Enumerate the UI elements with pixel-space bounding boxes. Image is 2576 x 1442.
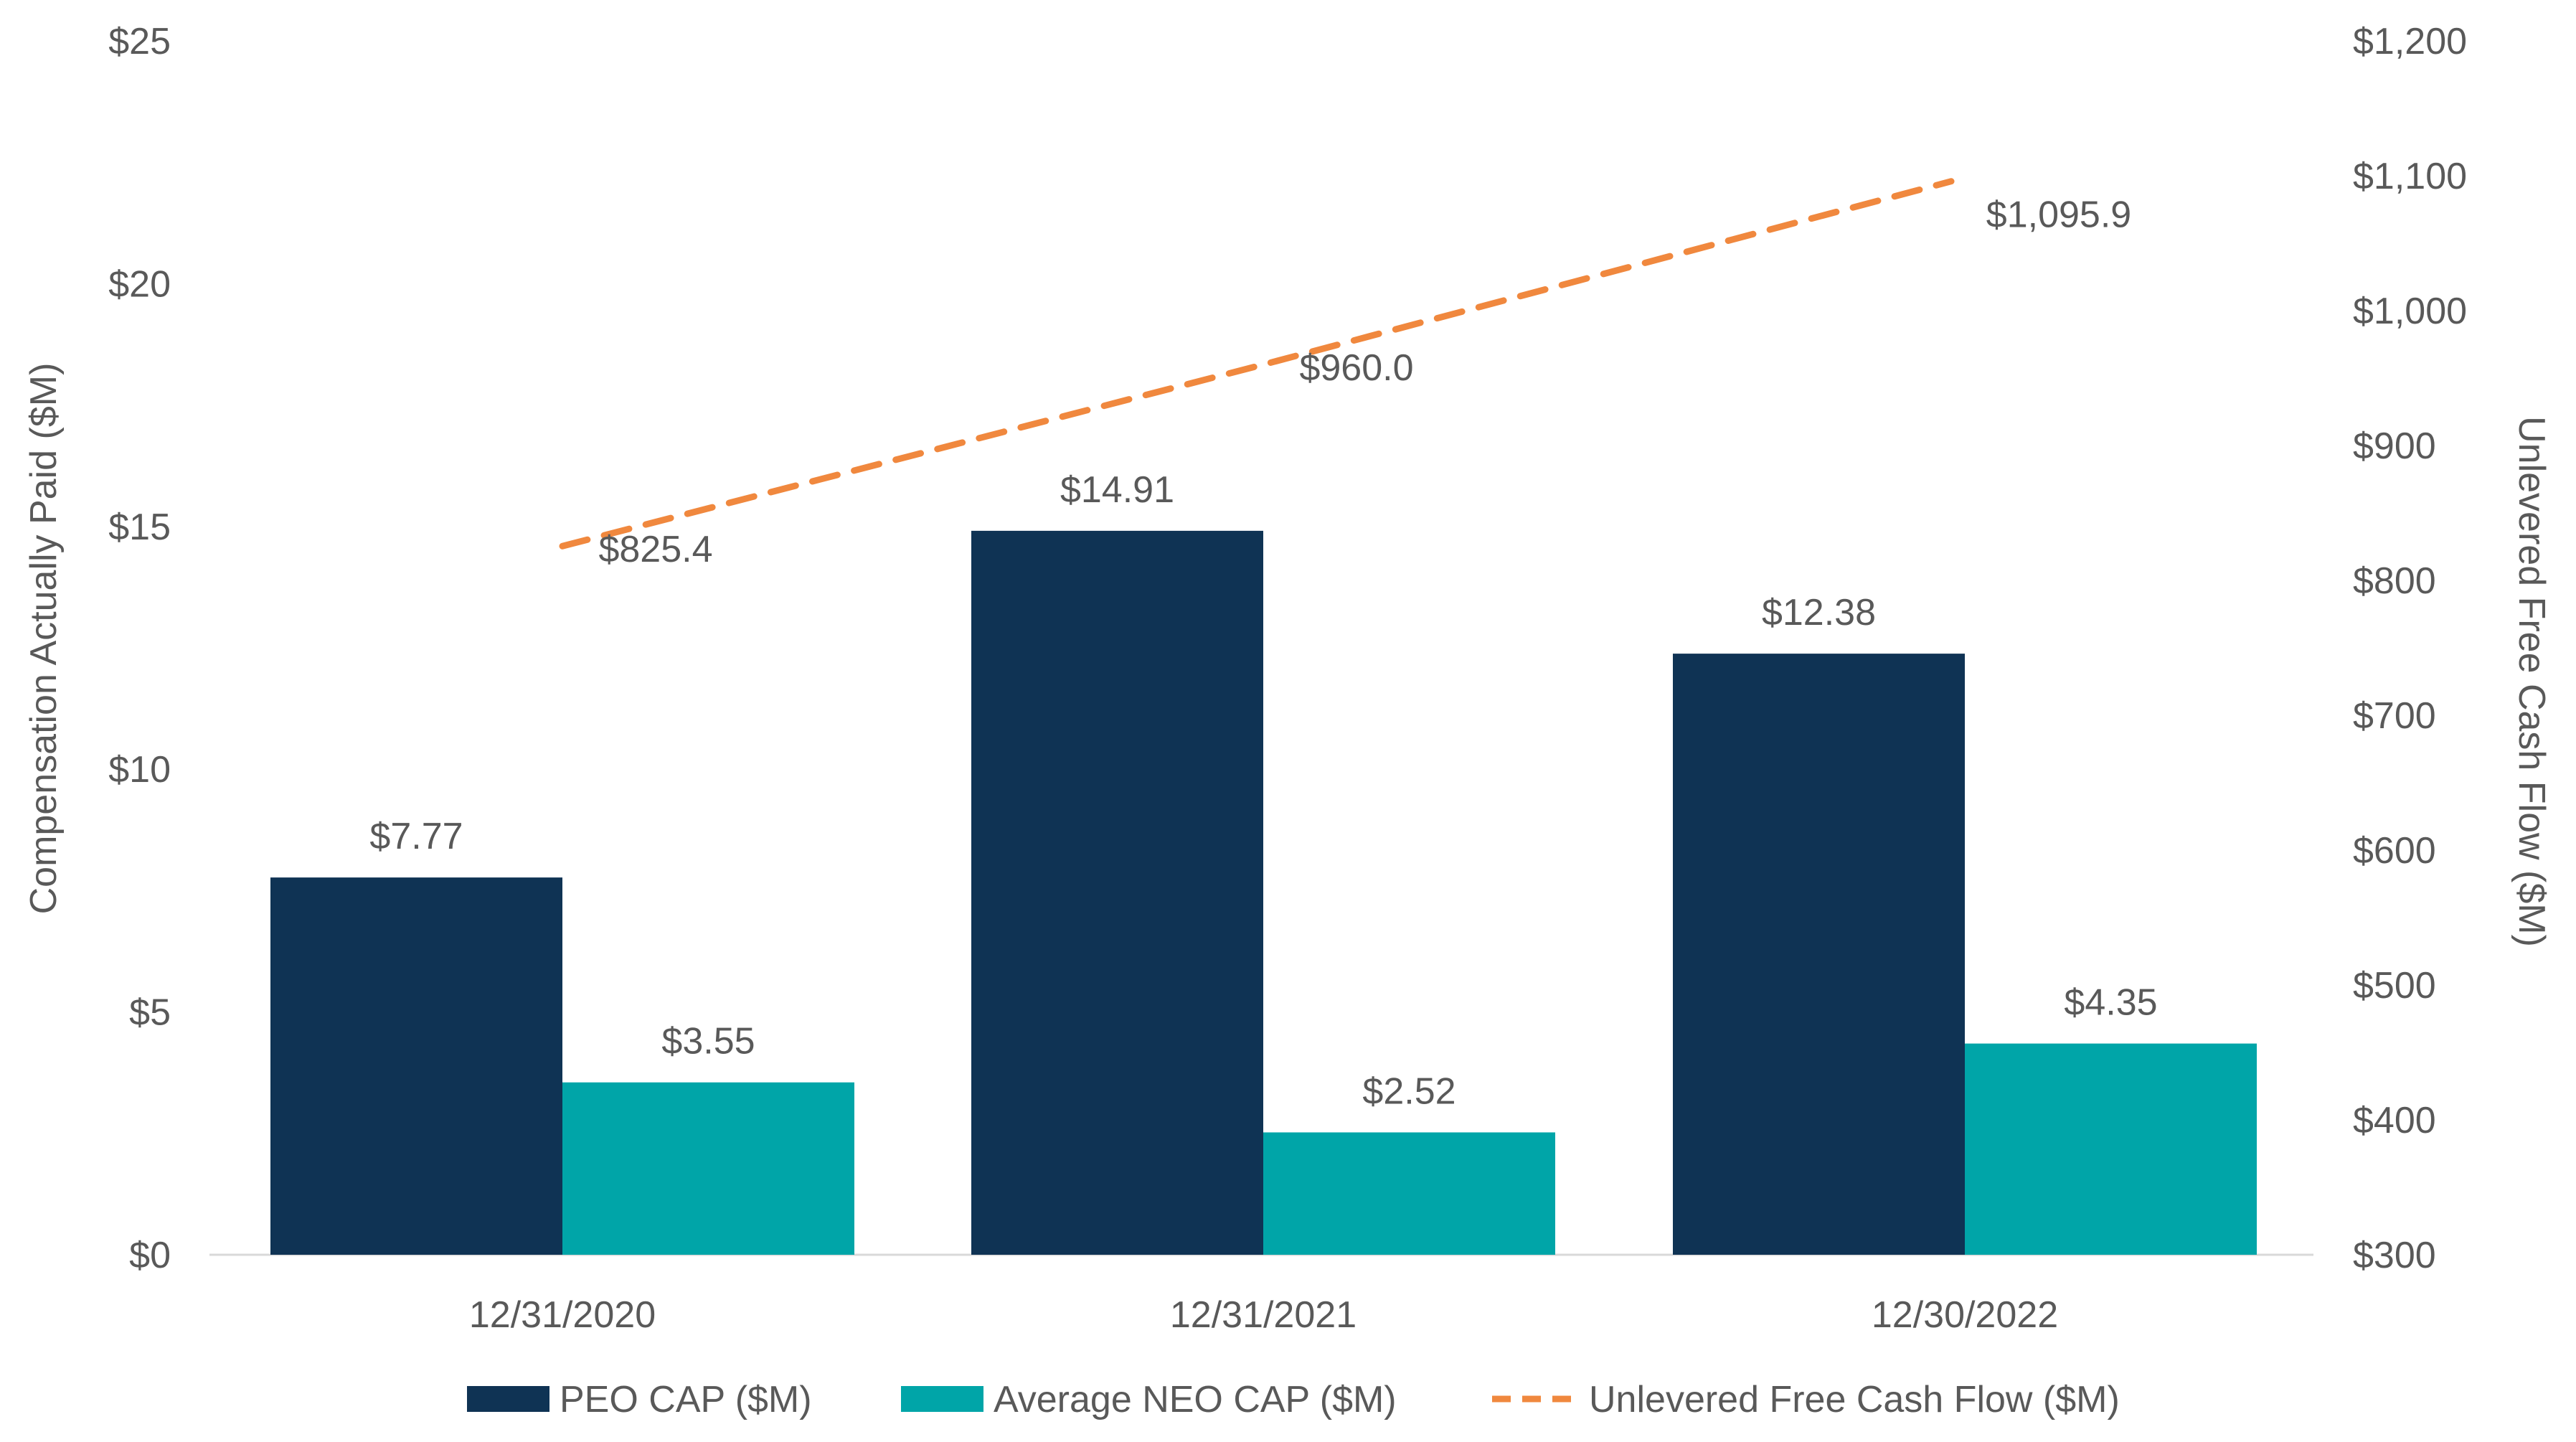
x-tick-label: 12/31/2021 xyxy=(1170,1294,1357,1336)
left-axis-ticks: $0 $5 $10 $15 $20 $25 xyxy=(108,21,171,1276)
y-tick-label: $15 xyxy=(108,506,171,548)
peo-cap-data-label: $7.77 xyxy=(369,816,463,857)
y2-tick-label: $1,200 xyxy=(2353,21,2467,62)
y2-tick-label: $400 xyxy=(2353,1100,2436,1141)
peo-cap-data-label: $14.91 xyxy=(1060,469,1174,511)
line-series: $825.4 $960.0 $1,095.9 xyxy=(559,178,2131,570)
neo-cap-bar xyxy=(562,1082,854,1255)
peo-cap-bar xyxy=(971,530,1263,1255)
y2-tick-label: $1,000 xyxy=(2353,291,2467,332)
neo-cap-data-label: $3.55 xyxy=(661,1021,755,1062)
neo-cap-data-label: $4.35 xyxy=(2064,982,2157,1024)
y2-tick-label: $300 xyxy=(2353,1235,2436,1276)
legend-peo-swatch xyxy=(467,1386,549,1412)
free-cash-flow-data-label: $1,095.9 xyxy=(1986,194,2131,236)
free-cash-flow-data-label: $825.4 xyxy=(598,529,712,570)
peo-cap-data-label: $12.38 xyxy=(1762,592,1876,633)
y2-axis-title: Unlevered Free Cash Flow ($M) xyxy=(2511,416,2552,947)
y2-tick-label: $1,100 xyxy=(2353,156,2467,197)
peo-cap-bar xyxy=(1673,654,1965,1255)
y-axis-title: Compensation Actually Paid ($M) xyxy=(23,363,65,915)
bar-series: $7.77 $14.91 $12.38 $3.55 $2.52 $4.35 xyxy=(270,469,2257,1255)
free-cash-flow-data-label: $960.0 xyxy=(1299,347,1413,389)
neo-cap-bar xyxy=(1263,1132,1555,1255)
y2-tick-label: $700 xyxy=(2353,695,2436,737)
y2-tick-label: $500 xyxy=(2353,965,2436,1007)
y-tick-label: $5 xyxy=(129,992,171,1034)
legend-fcf-label: Unlevered Free Cash Flow ($M) xyxy=(1589,1379,2120,1420)
y-tick-label: $0 xyxy=(129,1235,171,1276)
y2-tick-label: $800 xyxy=(2353,560,2436,602)
y2-tick-label: $600 xyxy=(2353,830,2436,872)
y-tick-label: $10 xyxy=(108,749,171,791)
legend-peo-label: PEO CAP ($M) xyxy=(560,1379,812,1420)
right-axis-ticks: $300 $400 $500 $600 $700 $800 $900 $1,000 $1,100… xyxy=(2353,21,2467,1276)
y-tick-label: $25 xyxy=(108,21,171,62)
peo-cap-bar xyxy=(270,877,562,1255)
y-tick-label: $20 xyxy=(108,263,171,305)
y2-tick-label: $900 xyxy=(2353,425,2436,467)
legend-neo-swatch xyxy=(901,1386,983,1412)
x-tick-label: 12/30/2022 xyxy=(1872,1294,2058,1336)
neo-cap-bar xyxy=(1965,1043,2257,1255)
free-cash-flow-line xyxy=(559,178,1955,550)
x-axis-ticks: 12/31/2020 12/31/2021 12/30/2022 xyxy=(469,1294,2058,1336)
legend: PEO CAP ($M) Average NEO CAP ($M) Unlevere… xyxy=(467,1379,2120,1420)
legend-neo-label: Average NEO CAP ($M) xyxy=(994,1379,1397,1420)
neo-cap-data-label: $2.52 xyxy=(1362,1070,1456,1112)
x-tick-label: 12/31/2020 xyxy=(469,1294,656,1336)
